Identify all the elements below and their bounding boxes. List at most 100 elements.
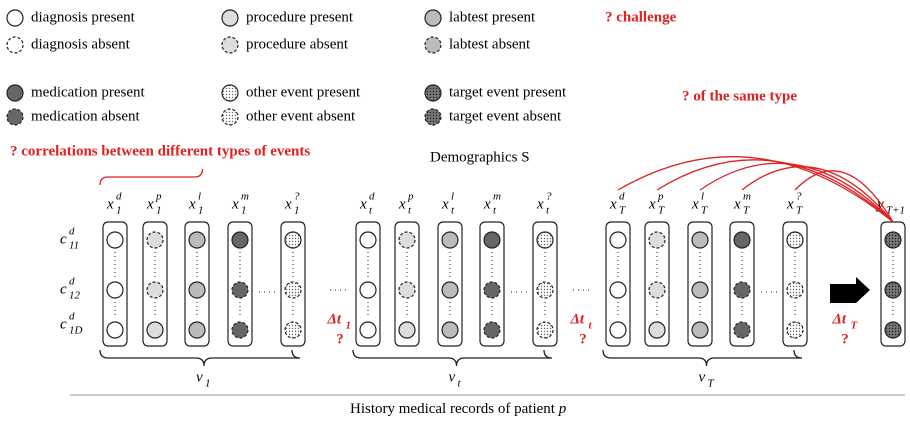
math-label: x p 1 (146, 191, 162, 217)
math-base: Δt (570, 311, 585, 327)
event-node (424, 36, 442, 54)
math-label: x ? 1 (284, 191, 300, 217)
math-sub: t (408, 205, 412, 217)
legend-label: diagnosis absent (31, 36, 131, 52)
math-sup: p (407, 191, 414, 203)
event-node (221, 36, 239, 54)
math-sub: t (451, 205, 455, 217)
math-label: x pT (648, 191, 665, 217)
math-sup: d (369, 191, 375, 203)
dependency-arc (699, 162, 894, 223)
math-sup: d (116, 191, 122, 203)
column-box (227, 221, 253, 347)
math-label: x lt (441, 191, 455, 217)
math-sub: T (743, 205, 750, 217)
event-node (6, 9, 24, 27)
event-node (441, 231, 459, 249)
event-node (536, 231, 554, 249)
math-label: Δt t (570, 311, 593, 331)
math-sup: l (198, 191, 201, 203)
legend-label: labtest present (449, 9, 536, 25)
math-base: v (449, 369, 456, 385)
event-node (483, 321, 501, 339)
event-node (424, 108, 442, 126)
event-node (884, 321, 902, 339)
math-base: y (875, 196, 884, 212)
legend-label: labtest absent (449, 36, 531, 52)
math-sup: l (701, 191, 704, 203)
legend-label: medication present (31, 84, 146, 100)
math-base: x (786, 196, 794, 212)
same-type-label: ? of the same type (682, 88, 797, 104)
event-node (231, 231, 249, 249)
column-box (437, 221, 463, 347)
math-sup: ? (546, 191, 552, 203)
dependency-arc (617, 156, 894, 223)
challenge-label: ? challenge (605, 9, 677, 25)
footer-var: p (558, 401, 567, 417)
event-node (648, 321, 666, 339)
math-sub: T (796, 205, 803, 217)
math-base: x (284, 196, 292, 212)
correlations-label: ? correlations between different types o… (10, 143, 310, 159)
column-box (605, 221, 631, 347)
column-box (687, 221, 713, 347)
arrow (830, 277, 870, 303)
math-sub: t (369, 205, 373, 217)
math-base: x (648, 196, 656, 212)
footer-label: History medical records of patient p (350, 401, 567, 417)
math-sub: 1 (205, 378, 211, 390)
event-node (188, 281, 206, 299)
math-base: Δt (832, 311, 847, 327)
brace (352, 349, 553, 367)
math-sub: T (701, 205, 708, 217)
event-node (146, 281, 164, 299)
math-sup: m (743, 191, 751, 203)
event-node (6, 84, 24, 102)
math-label: x m 1 (231, 191, 249, 217)
math-label: x l 1 (188, 191, 204, 217)
delta-question: ? (579, 331, 587, 347)
math-base: x (231, 196, 239, 212)
event-node (188, 321, 206, 339)
math-base: v (196, 369, 203, 385)
event-node (221, 108, 239, 126)
column-box (355, 221, 381, 347)
math-label: x pt (398, 191, 414, 217)
event-node (884, 281, 902, 299)
math-label: Δt 1 (327, 311, 352, 331)
brace (602, 349, 803, 367)
math-label: x lT (691, 191, 708, 217)
math-sub: 1 (294, 205, 300, 217)
footer-text: History medical records of patient (350, 401, 559, 417)
column-box (184, 221, 210, 347)
math-base: x (398, 196, 406, 212)
event-node (284, 321, 302, 339)
column-box (479, 221, 505, 347)
math-sup: d (69, 226, 75, 238)
math-sup: ? (294, 191, 300, 203)
math-sub: 1D (69, 325, 83, 337)
math-label: x mT (733, 191, 751, 217)
event-node (609, 231, 627, 249)
legend-label: target event present (449, 84, 567, 100)
event-node (536, 321, 554, 339)
math-base: c (60, 231, 67, 247)
math-sub: T (851, 320, 859, 332)
column-box (644, 221, 670, 347)
event-node (359, 231, 377, 249)
legend-label: other event absent (246, 108, 356, 124)
event-node (884, 231, 902, 249)
dependency-arc (656, 159, 894, 223)
event-node (231, 321, 249, 339)
legend-label: diagnosis present (31, 9, 136, 25)
math-sub: 1 (156, 205, 162, 217)
math-base: x (106, 196, 114, 212)
event-node (536, 281, 554, 299)
event-node (691, 321, 709, 339)
event-node (441, 321, 459, 339)
math-sub: t (458, 378, 462, 390)
math-label: y T+1 (875, 196, 905, 216)
